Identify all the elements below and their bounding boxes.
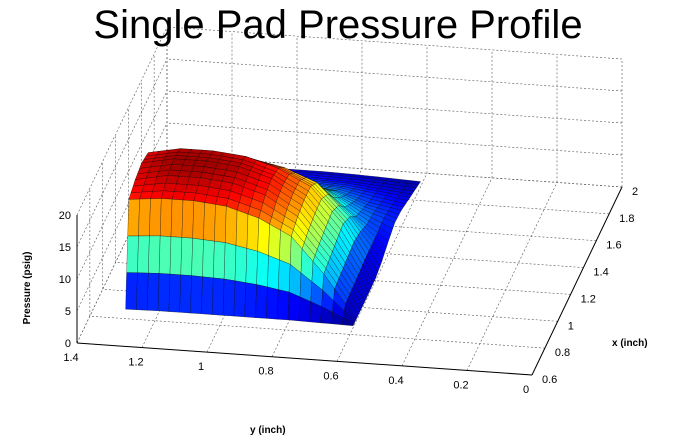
surface-patch — [180, 237, 193, 276]
surface-patch — [191, 237, 204, 277]
y-tick-label: 0.8 — [258, 366, 273, 378]
surface-patch — [181, 199, 194, 239]
x-tick-label: 1.8 — [619, 213, 634, 225]
floor-grid-line — [466, 182, 558, 371]
surface-patch — [234, 245, 248, 283]
back-wall-grid-line — [76, 90, 168, 280]
surface-patch — [182, 159, 197, 167]
side-wall-grid-line — [166, 58, 623, 92]
y-tick-label: 0.2 — [453, 379, 468, 391]
x-tick-label: 1.4 — [593, 267, 608, 279]
x-axis-label: x (inch) — [612, 338, 648, 349]
surface-patch — [157, 273, 171, 312]
x-tick-label: 1.6 — [606, 240, 621, 252]
surface-patch — [178, 170, 192, 178]
x-tick-label: 0.8 — [555, 347, 570, 359]
surface-patch — [277, 289, 290, 321]
surface-patch — [256, 251, 269, 288]
y-tick-label: 1 — [198, 361, 204, 373]
y-tick-label: 1.4 — [63, 352, 78, 364]
surface-patch — [193, 160, 207, 167]
surface-patch — [233, 280, 246, 318]
surface-plot — [125, 148, 421, 326]
surface-patch — [257, 217, 270, 256]
y-tick-label: 0 — [523, 384, 529, 396]
surface-patch — [169, 236, 183, 276]
floor-grid-line — [336, 173, 428, 362]
surface-patch — [163, 182, 177, 192]
surface-patch — [255, 284, 268, 319]
surface-patch — [279, 230, 292, 265]
z-tick-label: 10 — [59, 274, 71, 286]
surface-patch — [212, 277, 225, 316]
floor-grid-line — [89, 315, 545, 349]
surface-patch — [203, 202, 216, 242]
surface-patch — [186, 176, 201, 186]
surface-patch — [190, 275, 203, 314]
surface-patch — [149, 198, 162, 237]
z-tick-label: 20 — [59, 210, 71, 222]
z-tick-label: 0 — [65, 338, 71, 350]
side-wall-grid-line — [166, 26, 623, 60]
surface-patch — [225, 206, 238, 246]
z-axis-label: Pressure (psig) — [22, 252, 33, 325]
side-wall-grid-line — [166, 122, 623, 156]
surface-patch — [174, 183, 188, 193]
surface-patch — [267, 255, 280, 290]
chart-title: Single Pad Pressure Profile — [93, 3, 582, 47]
surface-patch — [244, 282, 257, 318]
surface-patch — [179, 274, 192, 314]
surface-patch — [182, 192, 197, 201]
surface-patch — [126, 235, 139, 273]
surface-patch — [169, 164, 184, 171]
back-wall-grid-line — [76, 26, 168, 216]
surface-patch — [171, 191, 186, 201]
surface-patch — [214, 204, 227, 243]
surface-patch — [223, 242, 237, 282]
surface-patch — [137, 235, 150, 274]
z-tick-label: 5 — [65, 306, 71, 318]
surface-patch — [147, 272, 160, 311]
floor-grid-line — [401, 177, 493, 366]
tick-labels: 0.60.811.21.41.61.8200.20.40.60.811.21.4… — [59, 186, 638, 396]
surface-patch — [125, 272, 138, 310]
surface-patch — [287, 291, 301, 322]
y-axis-line — [76, 342, 533, 376]
surface-patch — [170, 199, 184, 238]
surface-patch — [235, 209, 249, 249]
surface-patch — [191, 165, 205, 173]
back-wall-grid-line — [76, 58, 168, 248]
x-axis-line — [531, 186, 623, 376]
surface-patch — [201, 276, 214, 315]
side-wall-grid-line — [166, 90, 623, 124]
surface-patch — [266, 286, 279, 320]
surface-patch — [222, 278, 236, 317]
surface-patch — [268, 223, 281, 261]
surface-patch — [341, 317, 355, 326]
y-axis-label: y (inch) — [250, 425, 286, 436]
surface-patch — [202, 239, 215, 279]
y-tick-label: 0.4 — [388, 375, 403, 387]
x-tick-label: 2 — [632, 186, 638, 198]
surface-patch — [160, 198, 173, 237]
x-tick-label: 0.6 — [542, 374, 557, 386]
surface-patch — [278, 259, 291, 293]
y-tick-label: 0.6 — [323, 370, 338, 382]
surface-patch — [213, 241, 226, 280]
z-tick-label: 15 — [59, 242, 71, 254]
surface-patch — [148, 235, 161, 274]
x-tick-label: 1 — [568, 320, 574, 332]
surface-patch — [158, 235, 172, 275]
surface-patch — [192, 200, 205, 240]
surface-patch — [168, 273, 181, 313]
surface-patch — [245, 248, 258, 285]
surface-patch — [138, 198, 151, 237]
y-tick-label: 1.2 — [128, 357, 143, 369]
x-tick-label: 1.2 — [581, 293, 596, 305]
surface-patch — [246, 213, 259, 252]
surface-patch — [127, 198, 140, 237]
surface-patch — [136, 272, 149, 311]
